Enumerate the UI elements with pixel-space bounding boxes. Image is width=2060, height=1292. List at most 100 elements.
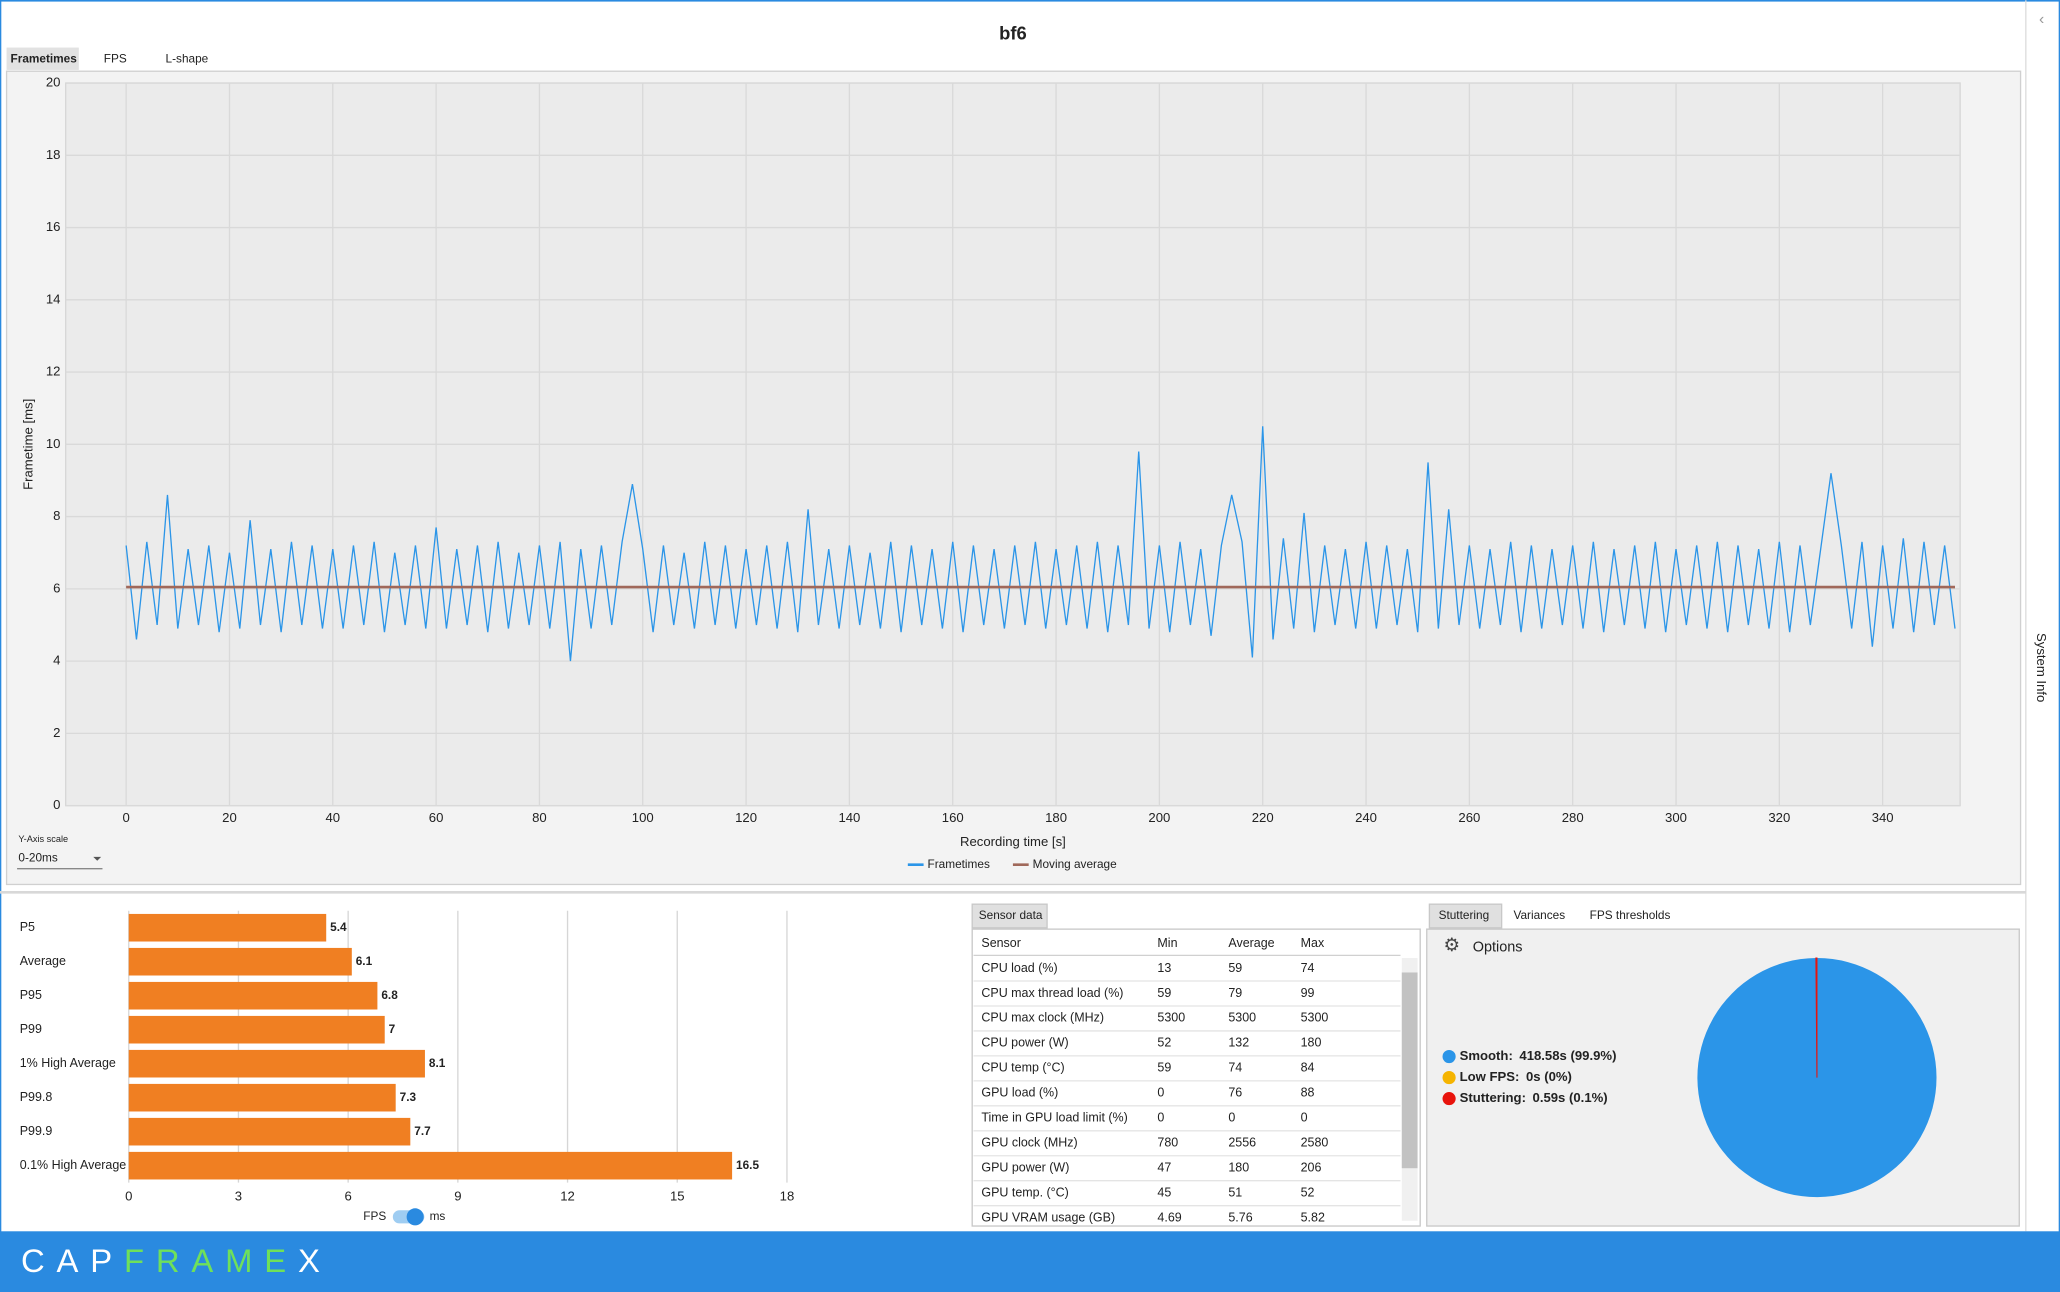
table-cell: 74 <box>1301 961 1315 975</box>
dropdown-arrow[interactable] <box>93 856 102 861</box>
tab-label[interactable]: Frametimes <box>11 52 78 66</box>
x-tick-label: 100 <box>632 810 654 825</box>
side-tab[interactable]: System Info <box>2034 633 2049 702</box>
table-cell: 5300 <box>1301 1011 1329 1025</box>
table-cell: GPU temp. (°C) <box>981 1185 1068 1199</box>
table-cell: GPU clock (MHz) <box>981 1136 1077 1150</box>
table-cell: 52 <box>1301 1185 1315 1199</box>
value-label: 16.5 <box>736 1158 759 1172</box>
logo: CAPFRAMEX <box>21 1241 332 1278</box>
y-tick-label: 14 <box>46 291 61 306</box>
tab-label[interactable]: FPS <box>104 52 127 66</box>
table-cell: 180 <box>1301 1036 1322 1050</box>
column-header: Sensor <box>981 936 1021 950</box>
tab-label[interactable]: Stuttering <box>1439 908 1490 922</box>
y-tick-label: 16 <box>46 219 61 234</box>
y-axis-label: Frametime [ms] <box>20 399 35 490</box>
category-label: P99 <box>20 1022 42 1036</box>
x-tick-label: 12 <box>560 1189 575 1204</box>
tab[interactable] <box>971 903 1048 929</box>
table-cell: 5300 <box>1157 1011 1185 1025</box>
column-header: Average <box>1228 936 1274 950</box>
legend-label: Moving average <box>1033 857 1117 871</box>
bar <box>128 981 378 1010</box>
x-tick-label: 0 <box>125 1189 132 1204</box>
category-label: P95 <box>20 988 42 1002</box>
line-series <box>125 426 1956 662</box>
table-cell: 2556 <box>1228 1136 1256 1150</box>
y-tick-label: 4 <box>53 653 60 668</box>
table-cell: 5300 <box>1228 1011 1256 1025</box>
legend-value: 0s (0%) <box>1526 1069 1572 1084</box>
legend-value: 418.58s (99.9%) <box>1519 1048 1616 1063</box>
tab[interactable] <box>6 47 79 70</box>
logo-part: FRAME <box>124 1241 298 1278</box>
table-cell: 76 <box>1228 1086 1242 1100</box>
dropdown-value[interactable]: 0-20ms <box>18 850 57 864</box>
x-tick-label: 240 <box>1355 810 1377 825</box>
collapse-arrow[interactable]: ‹ <box>2039 11 2044 28</box>
x-tick-label: 120 <box>735 810 757 825</box>
table-cell: 84 <box>1301 1061 1315 1075</box>
scrollbar-thumb[interactable] <box>1401 972 1418 1169</box>
bar <box>128 913 327 942</box>
tab-label[interactable]: Sensor data <box>979 908 1043 922</box>
value-label: 6.1 <box>356 954 373 968</box>
table-cell: CPU max clock (MHz) <box>981 1011 1104 1025</box>
legend-label: Low FPS: <box>1460 1069 1520 1084</box>
table-cell: 5.82 <box>1301 1210 1325 1224</box>
title: bf6 <box>999 22 1027 43</box>
table-cell: 51 <box>1228 1185 1242 1199</box>
x-tick-label: 60 <box>429 810 444 825</box>
bar <box>128 1083 396 1112</box>
value-label: 7 <box>389 1022 396 1036</box>
x-tick-label: 3 <box>235 1189 242 1204</box>
bar <box>128 1049 425 1078</box>
toggle-knob[interactable] <box>406 1208 424 1226</box>
tab-label[interactable]: L-shape <box>166 52 209 66</box>
bar <box>128 1117 411 1146</box>
table-cell: GPU load (%) <box>981 1086 1058 1100</box>
x-tick-label: 9 <box>454 1189 461 1204</box>
table-cell: 0 <box>1228 1111 1235 1125</box>
table-cell: 5.76 <box>1228 1210 1252 1224</box>
category-label: P99.9 <box>20 1124 53 1138</box>
table-cell: CPU temp (°C) <box>981 1061 1064 1075</box>
bar <box>128 1151 733 1180</box>
y-tick-label: 12 <box>46 364 61 379</box>
x-tick-label: 80 <box>532 810 547 825</box>
table-cell: 0 <box>1157 1111 1164 1125</box>
options-button[interactable]: Options <box>1473 939 1523 955</box>
column-header: Max <box>1301 936 1325 950</box>
table-cell: 59 <box>1228 961 1242 975</box>
table-cell: 13 <box>1157 961 1171 975</box>
tab[interactable] <box>1428 903 1503 929</box>
legend-label: Stuttering: <box>1460 1090 1526 1105</box>
y-tick-label: 18 <box>46 147 61 162</box>
table-cell: GPU VRAM usage (GB) <box>981 1210 1115 1224</box>
table-cell: 45 <box>1157 1185 1171 1199</box>
x-tick-label: 300 <box>1665 810 1687 825</box>
table-cell: 180 <box>1228 1161 1249 1175</box>
x-tick-label: 0 <box>122 810 129 825</box>
logo-part: CAP <box>21 1241 124 1278</box>
x-tick-label: 160 <box>942 810 964 825</box>
x-tick-label: 140 <box>838 810 860 825</box>
y-tick-label: 6 <box>53 580 60 595</box>
table-cell: CPU power (W) <box>981 1036 1068 1050</box>
table-cell: 2580 <box>1301 1136 1329 1150</box>
value-label: 7.3 <box>400 1090 417 1104</box>
table-cell: 74 <box>1228 1061 1242 1075</box>
tab-label[interactable]: Variances <box>1513 908 1565 922</box>
bar <box>128 947 352 976</box>
category-label: Average <box>20 954 66 968</box>
table-cell: 47 <box>1157 1161 1171 1175</box>
table-cell: 4.69 <box>1157 1210 1181 1224</box>
legend-label: Smooth: <box>1460 1048 1513 1063</box>
category-label: 0.1% High Average <box>20 1158 127 1172</box>
x-tick-label: 340 <box>1872 810 1894 825</box>
y-tick-label: 2 <box>53 725 60 740</box>
gear-icon[interactable]: ⚙ <box>1443 934 1459 955</box>
tab-label[interactable]: FPS thresholds <box>1590 908 1671 922</box>
